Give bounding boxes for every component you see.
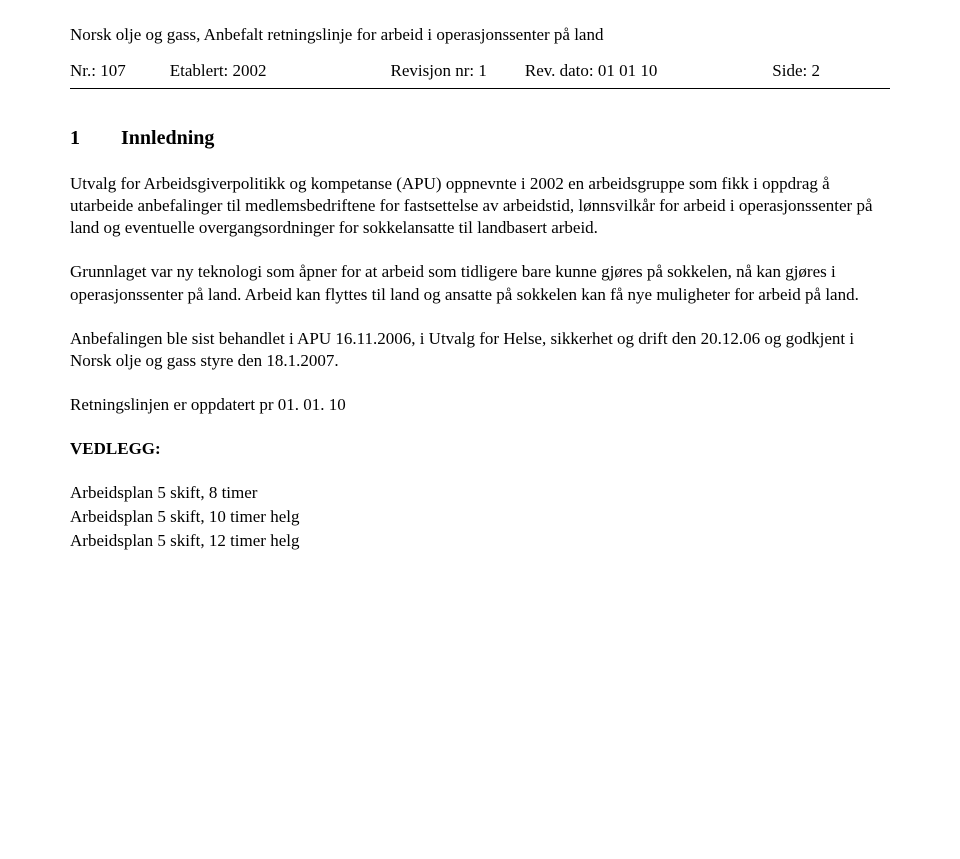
header-meta-row: Nr.: 107 Etablert: 2002 Revisjon nr: 1 R… [70, 60, 890, 82]
paragraph-3: Anbefalingen ble sist behandlet i APU 16… [70, 328, 890, 372]
attachment-item: Arbeidsplan 5 skift, 10 timer helg [70, 506, 890, 528]
section-heading: 1 Innledning [70, 125, 890, 151]
section-number: 1 [70, 125, 116, 151]
header-side: Side: 2 [772, 60, 820, 82]
header-divider [70, 88, 890, 89]
header-revisjon: Revisjon nr: 1 [391, 60, 487, 82]
attachment-item: Arbeidsplan 5 skift, 8 timer [70, 482, 890, 504]
paragraph-1: Utvalg for Arbeidsgiverpolitikk og kompe… [70, 173, 890, 239]
section-title: Innledning [121, 127, 214, 149]
header-title: Norsk olje og gass, Anbefalt retningslin… [70, 24, 890, 46]
header-etablert: Etablert: 2002 [170, 60, 267, 82]
document-header: Norsk olje og gass, Anbefalt retningslin… [70, 24, 890, 82]
paragraph-4: Retningslinjen er oppdatert pr 01. 01. 1… [70, 394, 890, 416]
attachment-item: Arbeidsplan 5 skift, 12 timer helg [70, 530, 890, 552]
header-nr: Nr.: 107 [70, 60, 126, 82]
attachments-list: Arbeidsplan 5 skift, 8 timer Arbeidsplan… [70, 482, 890, 552]
attachments-label: VEDLEGG: [70, 438, 890, 460]
header-rev-dato: Rev. dato: 01 01 10 [525, 60, 658, 82]
paragraph-2: Grunnlaget var ny teknologi som åpner fo… [70, 261, 890, 305]
